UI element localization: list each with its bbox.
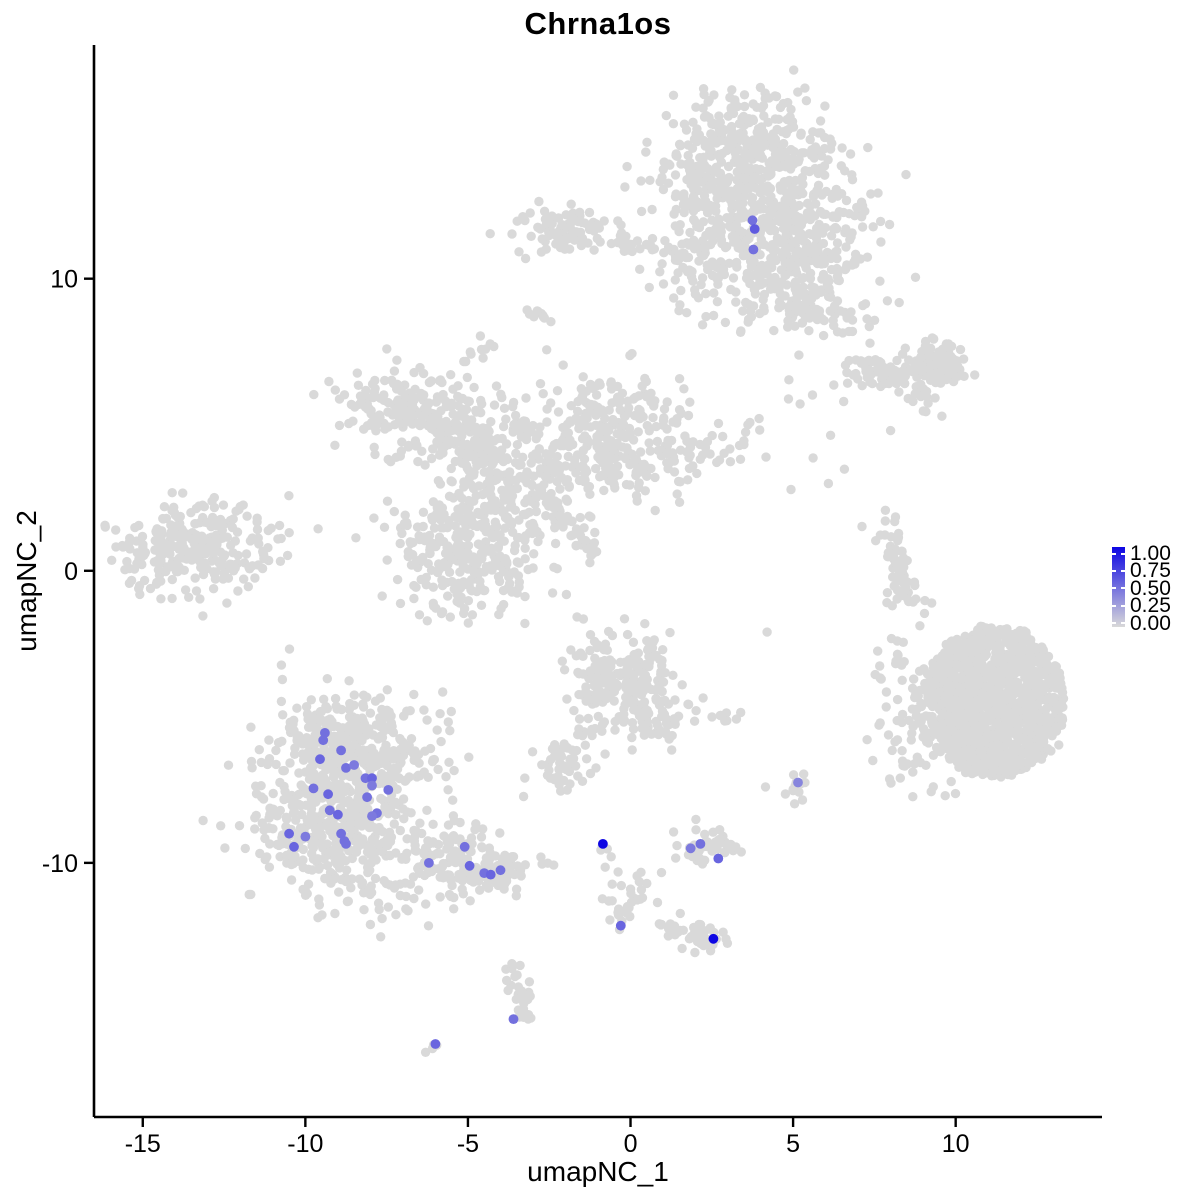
colorbar-label: 0.50 [1130,576,1171,600]
svg-text:5: 5 [786,1130,800,1158]
colorbar-tick [1121,604,1125,607]
colorbar-tick [1121,622,1125,625]
colorbar-tick [1112,569,1116,572]
colorbar-legend: 1.00 0.75 0.50 0.25 0.00 [1104,538,1200,638]
colorbar-tick [1112,587,1116,590]
svg-text:0: 0 [624,1130,638,1158]
colorbar-label: 0.25 [1130,594,1171,618]
plot-title: Chrna1os [524,6,672,41]
colorbar-tick [1121,569,1125,572]
svg-text:-15: -15 [125,1130,161,1158]
svg-text:-10: -10 [42,850,78,878]
colorbar-tick [1112,622,1116,625]
background-cells [100,65,1069,1058]
colorbar-tick [1121,552,1125,555]
colorbar-gradient [1112,547,1125,627]
expressing-cells [284,215,803,1049]
colorbar-tick [1112,552,1116,555]
colorbar-label: 1.00 [1130,542,1171,565]
colorbar-label: 0.00 [1130,611,1171,635]
svg-text:-5: -5 [457,1130,479,1158]
svg-text:0: 0 [64,558,78,586]
svg-text:-10: -10 [287,1130,323,1158]
y-axis-label: umapNC_2 [11,510,42,652]
svg-text:10: 10 [50,266,78,294]
colorbar-label: 0.75 [1130,559,1171,583]
colorbar-tick [1112,604,1116,607]
colorbar-tick [1121,587,1125,590]
x-axis-label: umapNC_1 [527,1156,669,1187]
svg-text:10: 10 [942,1130,970,1158]
